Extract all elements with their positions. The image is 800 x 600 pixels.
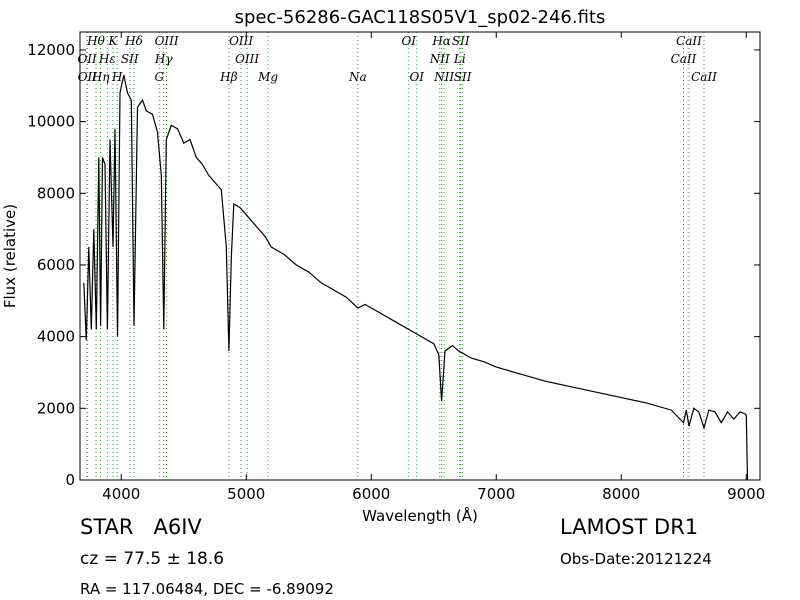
spectral-line-label: CaII: [691, 70, 717, 84]
plot-frame: [79, 31, 761, 481]
spectral-line-label: OIII: [155, 34, 179, 48]
x-tick-label: 9000: [727, 485, 765, 503]
x-axis-label: Wavelength (Å): [362, 506, 478, 525]
spectral-line-label: Na: [348, 70, 367, 84]
x-tick-label: 8000: [602, 485, 640, 503]
spectral-line-label: Hα: [431, 34, 451, 48]
spectral-line-label: Hδ: [124, 34, 143, 48]
survey: LAMOST DR1: [560, 515, 698, 539]
spectral-line-label: Hβ: [219, 70, 237, 84]
y-tick-label: 8000: [37, 184, 75, 202]
spectral-line-label: SII: [454, 70, 472, 84]
spectral-line-label: SII: [121, 52, 139, 66]
spectral-line-label: OIII: [235, 52, 259, 66]
spectral-line-label: Hε: [98, 52, 116, 66]
x-tick-label: 4000: [102, 485, 140, 503]
coordinates: RA = 117.06484, DEC = -6.89092: [80, 580, 334, 598]
spectral-line-label: SII: [452, 34, 470, 48]
y-tick-label: 10000: [27, 113, 75, 131]
spectral-line-label: CaII: [676, 34, 702, 48]
spectral-line-label: Mg: [257, 70, 278, 84]
spectral-line-label: G: [154, 70, 164, 84]
obs-date: Obs-Date:20121224: [560, 550, 712, 568]
spectral-line-label: OIII: [229, 34, 253, 48]
spectral-line-label: Hθ: [86, 34, 105, 48]
y-tick-label: 0: [65, 471, 75, 489]
spectral-line-label: K: [108, 34, 119, 48]
y-tick-label: 12000: [27, 41, 75, 59]
y-tick-label: 2000: [37, 399, 75, 417]
spectral-line-label: OII: [77, 52, 97, 66]
y-tick-label: 6000: [37, 256, 75, 274]
spectral-line-label: Hη: [91, 70, 110, 84]
spectral-line-label: H: [111, 70, 123, 84]
redshift: cz = 77.5 ± 18.6: [80, 549, 224, 569]
spectral-line-label: OI: [401, 34, 416, 48]
x-tick-label: 5000: [227, 485, 265, 503]
x-tick-label: 7000: [477, 485, 515, 503]
y-tick-label: 4000: [37, 328, 75, 346]
object-class: STAR A6IV: [80, 515, 202, 539]
spectrum-line: [83, 74, 749, 481]
spectral-line-label: NII: [433, 70, 454, 84]
spectral-line-label: OI: [409, 70, 424, 84]
chart-title: spec-56286-GAC118S05V1_sp02-246.fits: [235, 7, 606, 28]
spectral-line-label: Hγ: [154, 52, 173, 66]
y-axis-label: Flux (relative): [1, 204, 19, 308]
x-tick-label: 6000: [352, 485, 390, 503]
spectral-line-label: OII: [78, 70, 98, 84]
spectral-line-label: Li: [453, 52, 466, 66]
spectral-line-label: CaII: [671, 52, 697, 66]
spectral-line-label: NII: [429, 52, 450, 66]
